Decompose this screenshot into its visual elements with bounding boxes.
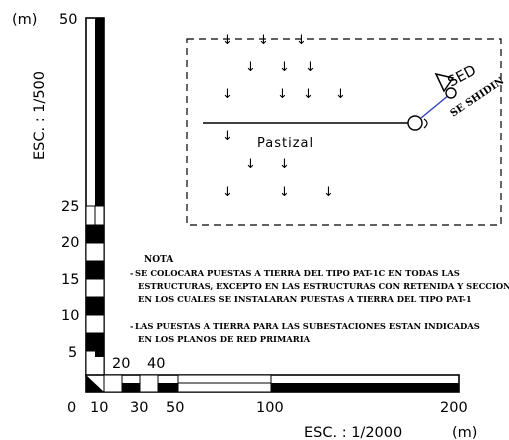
vertical-scale-bar xyxy=(85,17,105,376)
horizontal-bottom-tick-label: 50 xyxy=(166,400,184,416)
vegetation-symbol: ↓ xyxy=(296,33,307,48)
horizontal-bottom-tick-label: 30 xyxy=(130,400,148,416)
horizontal-scale-label: ESC. : 1/2000 xyxy=(304,425,402,440)
vegetation-symbol: ↓ xyxy=(222,87,233,102)
vegetation-symbol: ↓ xyxy=(303,87,314,102)
substation-circle xyxy=(445,87,457,99)
vertical-unit-label: (m) xyxy=(12,12,37,28)
horizontal-unit-label: (m) xyxy=(452,425,477,440)
vegetation-symbol: ↓ xyxy=(222,129,233,144)
grounding-arc xyxy=(423,118,428,129)
vertical-bar-seg xyxy=(95,343,104,357)
note-bullet: - xyxy=(130,321,134,331)
horizontal-bar-seg xyxy=(271,383,459,392)
substation-triangle xyxy=(434,72,455,93)
horizontal-bottom-tick-label: 200 xyxy=(440,400,468,416)
origin-wedge xyxy=(86,375,104,392)
horizontal-top-tick-label: 20 xyxy=(112,356,130,372)
vegetation-symbol: ↓ xyxy=(277,87,288,102)
vertical-max-label: 50 xyxy=(59,12,77,28)
vegetation-symbol: ↓ xyxy=(258,33,269,48)
pasture-boundary xyxy=(186,38,502,226)
vertical-tick-label: 5 xyxy=(68,345,77,361)
horizontal-bottom-tick-label: 10 xyxy=(90,400,108,416)
vegetation-symbol: ↓ xyxy=(222,33,233,48)
vegetation-symbol: ↓ xyxy=(335,87,346,102)
note-title: NOTA xyxy=(144,255,174,265)
vegetation-symbol: ↓ xyxy=(222,185,233,200)
vegetation-symbol: ↓ xyxy=(305,60,316,75)
horizontal-top-tick-label: 40 xyxy=(147,356,165,372)
vegetation-symbol: ↓ xyxy=(279,60,290,75)
vertical-tick-label: 10 xyxy=(61,308,79,324)
horizontal-scale-bar xyxy=(85,374,460,393)
structure-circle xyxy=(407,115,423,131)
vertical-tick-label: 20 xyxy=(61,235,79,251)
note-line: ESTRUCTURAS, EXCEPTO EN LAS ESTRUCTURAS … xyxy=(138,281,509,291)
note-bullet: - xyxy=(130,268,134,278)
vertical-tick-label: 15 xyxy=(61,272,79,288)
note-line: EN LOS CUALES SE INSTALARAN PUESTAS A TI… xyxy=(138,294,472,304)
vertical-bar-seg-white xyxy=(85,205,96,226)
horizontal-bar-seg xyxy=(122,383,140,392)
note-line: LAS PUESTAS A TIERRA PARA LAS SUBESTACIO… xyxy=(135,321,480,331)
vegetation-symbol: ↓ xyxy=(279,185,290,200)
horizontal-bar-seg xyxy=(103,374,123,393)
note-line: SE COLOCARA PUESTAS A TIERRA DEL TIPO PA… xyxy=(135,268,460,278)
horizontal-bar-seg xyxy=(139,374,159,393)
vegetation-symbol: ↓ xyxy=(245,157,256,172)
vertical-bar-seg-white xyxy=(85,314,105,334)
vegetation-symbols: ↓ ↓ ↓↓ ↓ ↓↓ ↓ ↓ ↓↓↓ ↓↓ ↓ ↓ xyxy=(222,33,346,200)
vertical-bar-black-top xyxy=(95,18,104,206)
vertical-bar-seg xyxy=(95,225,104,243)
vertical-tick-label: 25 xyxy=(61,199,79,215)
connector-line xyxy=(420,94,450,119)
vertical-bar-seg-white xyxy=(85,278,105,298)
horizontal-bar-seg xyxy=(158,383,178,392)
vertical-bar-seg xyxy=(86,297,104,315)
area-label: Pastizal xyxy=(257,136,314,151)
vertical-bar-seg xyxy=(86,261,104,279)
note-line: EN LOS PLANOS DE RED PRIMARIA xyxy=(138,334,311,344)
horizontal-bottom-tick-label: 0 xyxy=(67,400,76,416)
station-label: SED xyxy=(445,63,479,91)
vertical-scale-label: ESC. : 1/500 xyxy=(32,71,48,160)
vertical-bar-seg-white xyxy=(94,205,105,226)
vegetation-symbol: ↓ xyxy=(279,157,290,172)
horizontal-bottom-tick-label: 100 xyxy=(256,400,284,416)
vegetation-symbol: ↓ xyxy=(245,60,256,75)
vegetation-symbol: ↓ xyxy=(323,185,334,200)
vertical-bar-seg-white xyxy=(85,242,105,262)
